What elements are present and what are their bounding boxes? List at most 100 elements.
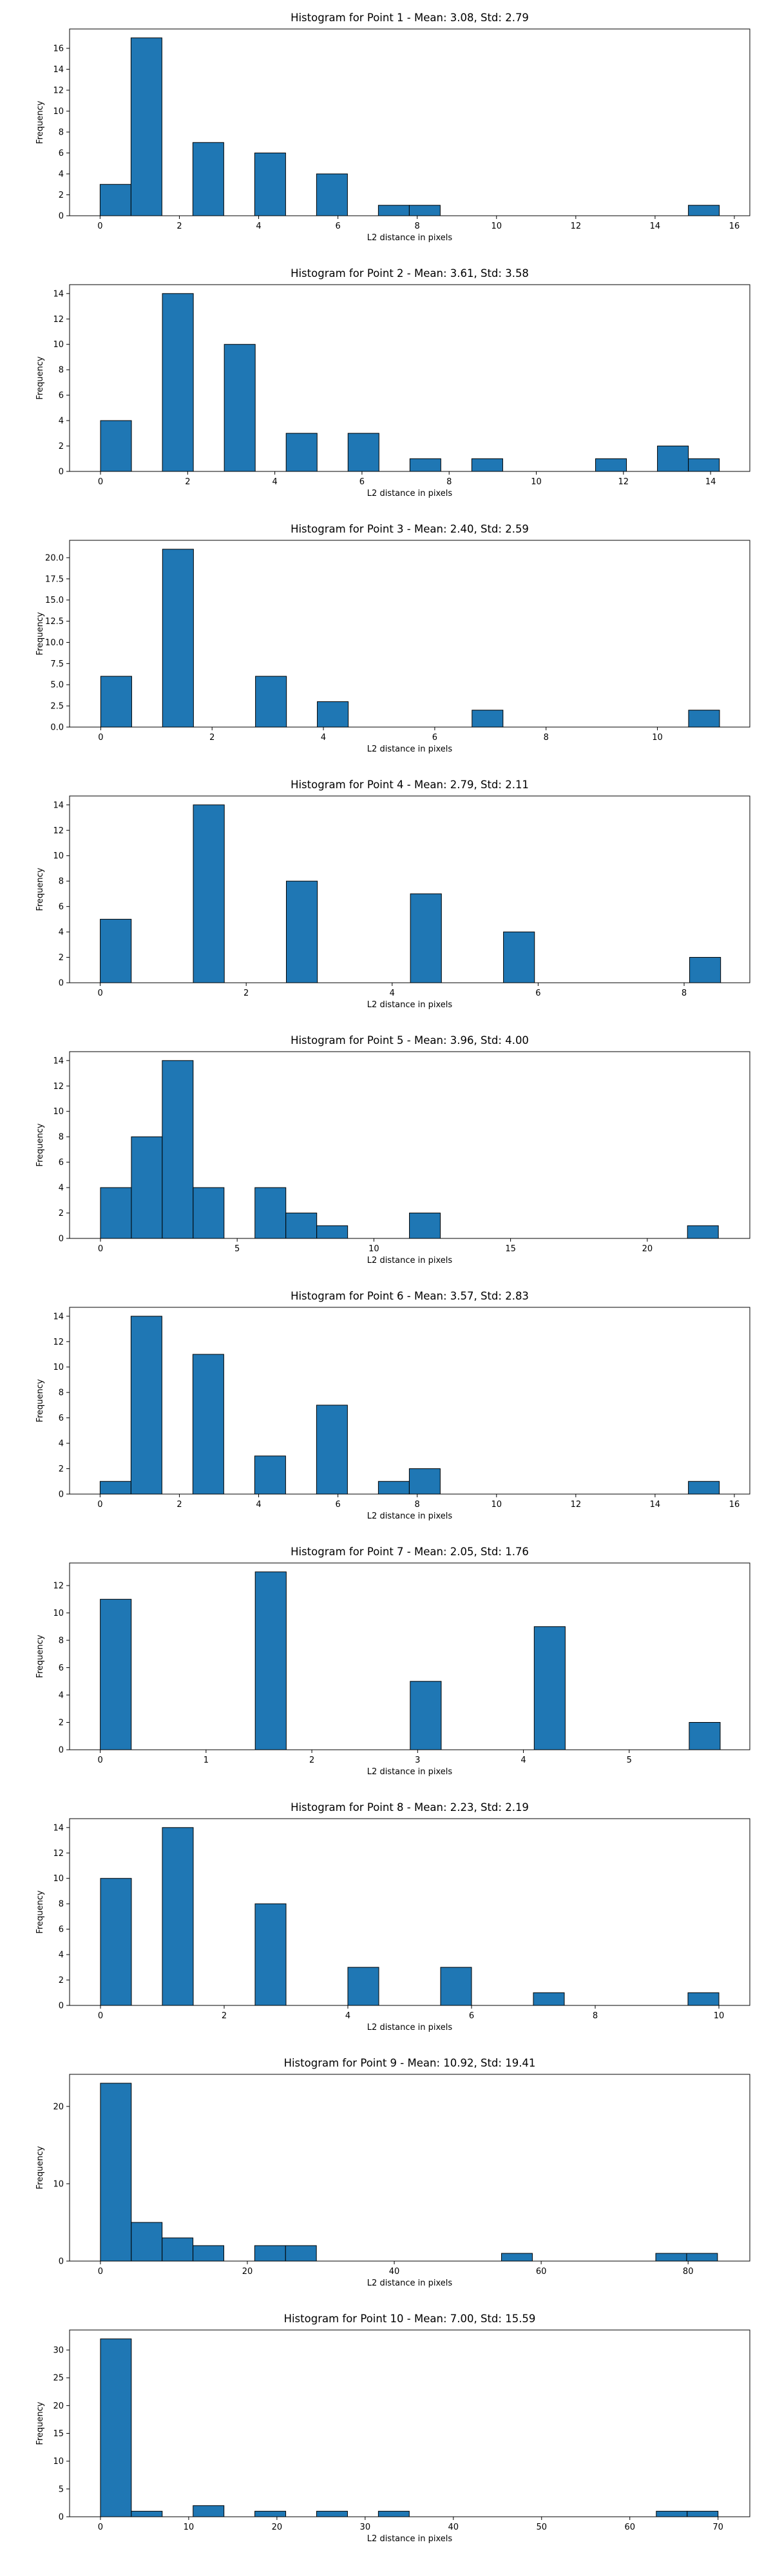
chart-title: Histogram for Point 2 - Mean: 3.61, Std:… bbox=[291, 267, 529, 279]
histogram-bar bbox=[100, 2083, 132, 2262]
axes-frame bbox=[69, 1562, 750, 1750]
histogram-bar bbox=[224, 344, 256, 472]
histogram-bar bbox=[688, 205, 720, 216]
histogram-bar bbox=[130, 1316, 162, 1495]
histogram-bar bbox=[100, 2338, 132, 2517]
histogram-bar bbox=[533, 1992, 565, 2006]
histogram-bar bbox=[656, 2510, 688, 2517]
y-tick-label: 2 bbox=[59, 442, 64, 451]
histogram-panel-6: Histogram for Point 6 - Mean: 3.57, Std:… bbox=[35, 1290, 750, 1521]
axes-frame bbox=[69, 1307, 750, 1495]
histogram-bar bbox=[347, 433, 379, 472]
histogram-bar bbox=[99, 1481, 131, 1495]
histogram-bar bbox=[317, 701, 349, 728]
y-tick-label: 4 bbox=[59, 928, 64, 938]
y-tick-label: 0 bbox=[59, 1746, 64, 1756]
histogram-bar bbox=[595, 458, 627, 472]
y-tick-label: 0 bbox=[59, 1235, 64, 1244]
histogram-bar bbox=[100, 1187, 132, 1239]
histogram-bar bbox=[655, 2253, 687, 2262]
x-tick-label: 0 bbox=[98, 477, 103, 487]
chart-title: Histogram for Point 1 - Mean: 3.08, Std:… bbox=[291, 12, 529, 24]
y-tick-label: 6 bbox=[59, 1663, 64, 1673]
y-tick-label: 30 bbox=[53, 2346, 64, 2356]
axes-frame bbox=[69, 540, 750, 728]
x-tick-label: 0 bbox=[98, 1244, 103, 1254]
histogram-bar bbox=[100, 420, 132, 472]
histogram-bar bbox=[100, 1598, 132, 1750]
y-tick-label: 15.0 bbox=[45, 596, 64, 605]
y-tick-label: 8 bbox=[59, 877, 64, 887]
histogram-bar bbox=[688, 458, 720, 472]
x-tick-label: 20 bbox=[272, 2523, 283, 2532]
x-tick-label: 2 bbox=[309, 1756, 314, 1765]
y-tick-label: 8 bbox=[59, 1388, 64, 1398]
histogram-bar bbox=[503, 931, 535, 983]
histogram-bar bbox=[440, 1967, 472, 2006]
x-tick-label: 60 bbox=[624, 2523, 635, 2532]
y-tick-label: 2 bbox=[59, 1718, 64, 1728]
histogram-bar bbox=[689, 1722, 721, 1750]
y-tick-label: 4 bbox=[59, 1691, 64, 1701]
y-tick-label: 20 bbox=[53, 2401, 64, 2411]
y-tick-label: 10.0 bbox=[45, 638, 64, 648]
x-tick-label: 10 bbox=[184, 2523, 195, 2532]
y-tick-label: 8 bbox=[59, 1133, 64, 1142]
x-tick-label: 12 bbox=[618, 477, 629, 487]
x-tick-label: 4 bbox=[390, 989, 395, 998]
chart-title: Histogram for Point 8 - Mean: 2.23, Std:… bbox=[291, 1801, 529, 1814]
x-tick-label: 2 bbox=[243, 989, 249, 998]
y-tick-label: 6 bbox=[59, 1925, 64, 1935]
x-tick-label: 0 bbox=[98, 2523, 103, 2532]
x-tick-label: 8 bbox=[415, 222, 420, 231]
chart-title: Histogram for Point 6 - Mean: 3.57, Std:… bbox=[291, 1290, 529, 1302]
x-tick-label: 4 bbox=[345, 2011, 350, 2021]
histogram-bar bbox=[100, 918, 132, 983]
histogram-bar bbox=[472, 710, 504, 728]
axes-frame bbox=[69, 2074, 750, 2262]
chart-title: Histogram for Point 3 - Mean: 2.40, Std:… bbox=[291, 523, 529, 535]
histogram-bar bbox=[255, 676, 287, 728]
x-tick-label: 4 bbox=[256, 222, 261, 231]
y-tick-label: 10 bbox=[53, 340, 64, 350]
y-axis-label: Frequency bbox=[35, 867, 45, 911]
y-tick-label: 14 bbox=[53, 800, 64, 810]
y-tick-label: 8 bbox=[59, 128, 64, 138]
y-tick-label: 12 bbox=[53, 86, 64, 96]
y-tick-label: 17.5 bbox=[45, 574, 64, 584]
histogram-bar bbox=[193, 804, 225, 983]
histogram-bar bbox=[316, 2510, 348, 2517]
y-tick-label: 0 bbox=[59, 468, 64, 477]
histogram-bar bbox=[688, 1481, 720, 1495]
x-tick-label: 30 bbox=[360, 2523, 371, 2532]
y-tick-label: 12 bbox=[53, 1338, 64, 1347]
histogram-bar bbox=[471, 458, 503, 472]
x-tick-label: 70 bbox=[712, 2523, 723, 2532]
histogram-bar bbox=[316, 1405, 348, 1495]
y-axis-label: Frequency bbox=[35, 2146, 45, 2189]
y-tick-label: 10 bbox=[53, 1363, 64, 1372]
x-axis-label: L2 distance in pixels bbox=[367, 233, 453, 243]
histogram-bar bbox=[688, 710, 720, 728]
histogram-bar bbox=[131, 1136, 163, 1239]
histogram-bar bbox=[162, 1827, 194, 2006]
histogram-bar bbox=[408, 1468, 441, 1495]
histogram-bar bbox=[316, 173, 348, 216]
chart-title: Histogram for Point 7 - Mean: 2.05, Std:… bbox=[291, 1546, 529, 1558]
x-tick-label: 8 bbox=[415, 1500, 420, 1510]
x-tick-label: 5 bbox=[627, 1756, 632, 1765]
y-tick-label: 6 bbox=[59, 149, 64, 158]
x-tick-label: 2 bbox=[185, 477, 190, 487]
y-tick-label: 14 bbox=[53, 1312, 64, 1321]
chart-title: Histogram for Point 9 - Mean: 10.92, Std… bbox=[284, 2057, 536, 2069]
histogram-bar bbox=[686, 2253, 718, 2262]
histogram-bar bbox=[347, 1967, 379, 2006]
x-tick-label: 2 bbox=[209, 733, 215, 743]
x-tick-label: 0 bbox=[97, 989, 102, 998]
x-tick-label: 8 bbox=[682, 989, 687, 998]
chart-title: Histogram for Point 10 - Mean: 7.00, Std… bbox=[284, 2313, 536, 2325]
x-tick-label: 60 bbox=[536, 2267, 547, 2277]
histogram-panel-8: Histogram for Point 8 - Mean: 2.23, Std:… bbox=[35, 1801, 750, 2032]
y-tick-label: 14 bbox=[53, 289, 64, 299]
x-tick-label: 6 bbox=[335, 222, 340, 231]
